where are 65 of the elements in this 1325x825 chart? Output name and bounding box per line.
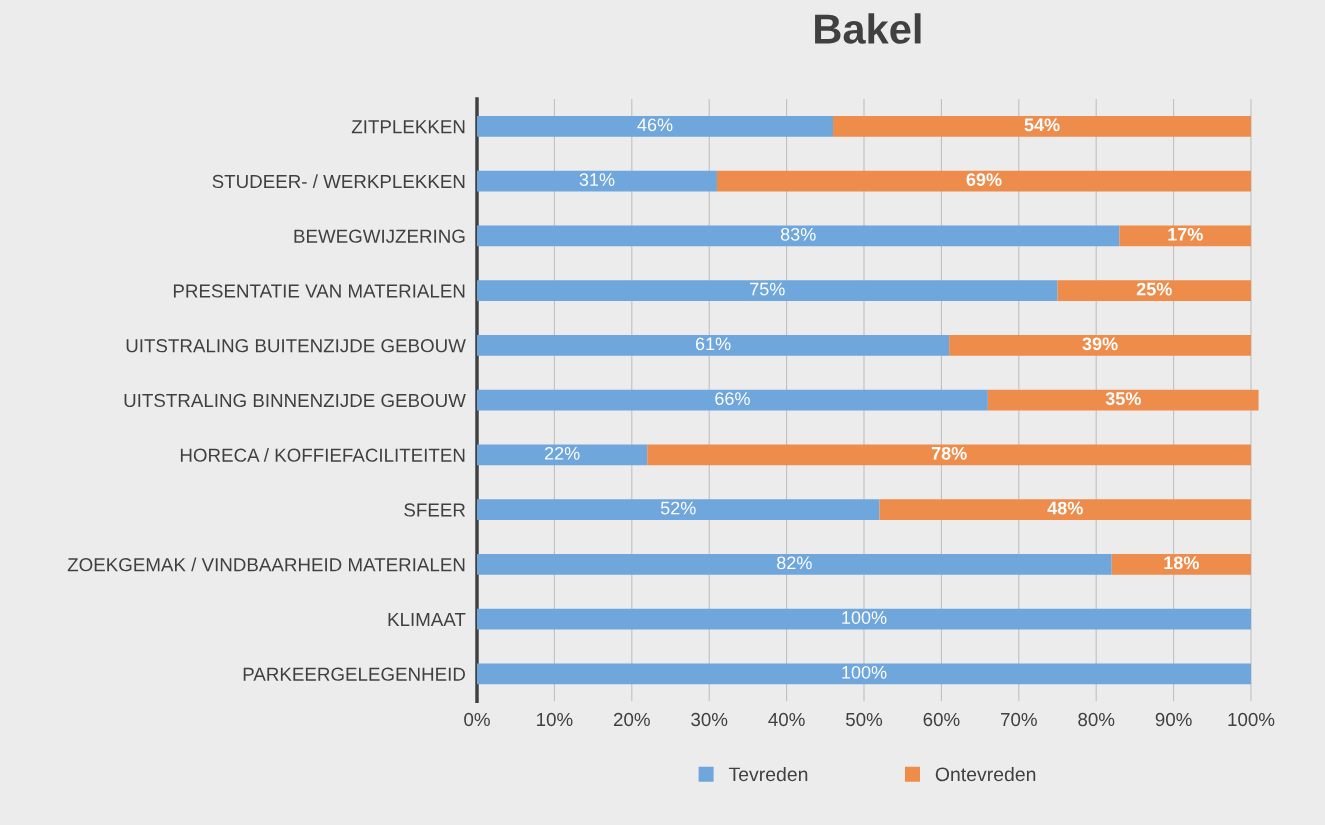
- x-tick-label: 30%: [691, 712, 728, 727]
- data-label: 31%: [579, 173, 615, 186]
- x-tick-label: 100%: [1228, 712, 1275, 727]
- x-tick-label: 90%: [1155, 712, 1192, 727]
- bar: [477, 389, 988, 411]
- data-label: 35%: [1105, 392, 1141, 405]
- x-tick-label: 50%: [845, 712, 883, 727]
- y-tick-label: UITSTRALING BINNENZIJDE GEBOUW: [124, 393, 466, 408]
- data-label: 52%: [660, 501, 696, 515]
- data-label: 69%: [966, 173, 1002, 186]
- x-tick-label: 10%: [537, 712, 573, 727]
- chart-title: Bakel: [815, 13, 921, 44]
- bar: [477, 499, 880, 521]
- bar: [477, 663, 1252, 685]
- bar: [477, 115, 834, 137]
- y-tick-label: STUDEER- / WERKPLEKKEN: [212, 174, 465, 189]
- data-label: 100%: [842, 611, 887, 624]
- bar: [477, 334, 950, 356]
- x-tick-label: 70%: [1001, 712, 1037, 727]
- bar: [647, 444, 1252, 466]
- bar: [987, 389, 1259, 411]
- y-tick-label: PARKEERGELEGENHEID: [243, 667, 465, 681]
- data-label: 39%: [1082, 337, 1118, 351]
- data-label: 82%: [777, 556, 812, 570]
- data-label: 78%: [931, 446, 967, 460]
- y-tick-label: UITSTRALING BUITENZIJDE GEBOUW: [126, 339, 466, 353]
- y-tick-label: SFEER: [404, 503, 466, 517]
- y-tick-label: PRESENTATIE VAN MATERIALEN: [173, 284, 465, 298]
- bar: [1119, 225, 1252, 247]
- x-tick-label: 40%: [768, 712, 805, 727]
- data-label: 18%: [1164, 556, 1199, 570]
- data-label: 83%: [780, 227, 816, 241]
- bar: [477, 444, 648, 466]
- y-tick-label: KLIMAAT: [388, 613, 466, 626]
- bar: [477, 225, 1120, 247]
- data-label: 22%: [544, 446, 580, 460]
- data-label: 17%: [1168, 227, 1203, 241]
- data-label: 48%: [1047, 501, 1083, 515]
- data-label: 66%: [715, 392, 750, 405]
- x-tick-label: 0%: [464, 712, 490, 727]
- legend-label: Ontevreden: [935, 766, 1036, 782]
- data-label: 54%: [1024, 118, 1060, 132]
- bar: [949, 334, 1252, 356]
- bar: [1057, 280, 1252, 302]
- x-tick-label: 60%: [923, 712, 960, 727]
- data-label: 46%: [637, 118, 673, 132]
- x-tick-label: 80%: [1078, 712, 1115, 727]
- bar: [833, 115, 1252, 137]
- data-label: 75%: [750, 282, 785, 296]
- data-label: 25%: [1136, 282, 1172, 296]
- bar: [477, 553, 1112, 575]
- bar: [477, 170, 717, 192]
- y-tick-label: HORECA / KOFFIEFACILITEITEN: [180, 448, 465, 462]
- x-tick-label: 20%: [613, 712, 650, 727]
- bar: [879, 499, 1252, 521]
- bar: [716, 170, 1252, 192]
- bar: [477, 608, 1252, 630]
- legend-label: Tevreden: [728, 766, 808, 782]
- bar: [1111, 553, 1252, 575]
- y-tick-label: BEWEGWIJZERING: [294, 229, 465, 243]
- bar: [477, 280, 1058, 302]
- y-tick-label: ZITPLEKKEN: [351, 120, 465, 134]
- data-label: 61%: [695, 337, 731, 351]
- data-label: 100%: [842, 665, 887, 679]
- y-tick-label: ZOEKGEMAK / VINDBAARHEID MATERIALEN: [67, 557, 465, 572]
